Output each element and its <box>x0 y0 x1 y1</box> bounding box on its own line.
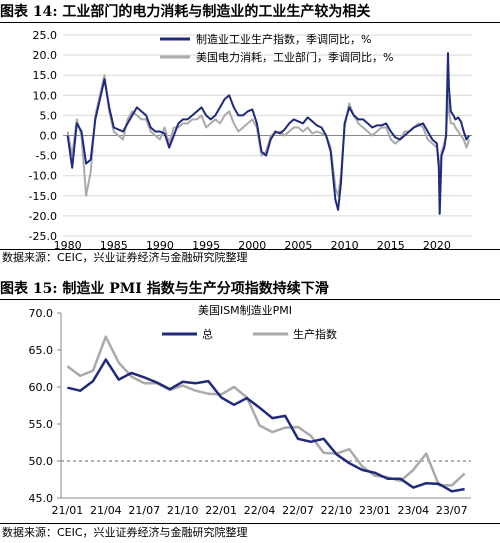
figure-2-line-chart: 美国ISM制造业PMI 70.0 65.0 60.0 55.0 50.0 45.0 21/… <box>29 303 471 517</box>
figure-1-legend: 制造业工业生产指数，季调同比，% 美国电力消耗，工业部门，季调同比，% <box>160 32 393 64</box>
figure-2-title: 图表 15: 制造业 PMI 指数与生产分项指数持续下滑 <box>0 281 329 297</box>
y-tick-label: -5.0 <box>36 150 57 163</box>
figure-1-x-axis-ticks: 1980 1985 1990 1995 2000 2005 2010 2015 2020 <box>54 239 451 250</box>
x-tick-label: 21/10 <box>167 504 199 517</box>
y-tick-label: 70.0 <box>29 307 54 320</box>
x-tick-label: 21/01 <box>52 504 84 517</box>
legend-label-industrial-electricity: 美国电力消耗，工业部门，季调同比，% <box>196 50 393 64</box>
y-tick-label: -15.0 <box>29 190 57 203</box>
figure-1-series-lines <box>66 52 471 215</box>
legend-item-manufacturing-ip: 制造业工业生产指数，季调同比，% <box>160 32 371 46</box>
y-tick-label: 5.0 <box>40 109 58 122</box>
figure-2-series-lines <box>66 335 466 493</box>
x-tick-label: 2010 <box>331 239 359 250</box>
figure-2-source-rule <box>0 523 500 524</box>
x-tick-label: 22/10 <box>321 504 353 517</box>
figure-2-chart-title: 美国ISM制造业PMI <box>198 303 292 317</box>
x-tick-label: 23/01 <box>359 504 391 517</box>
y-tick-label: 10.0 <box>33 89 58 102</box>
x-tick-label: 2020 <box>423 239 451 250</box>
figure-2-x-axis-ticks: 21/01 21/04 21/07 21/10 22/01 22/04 22/07 22/10… <box>52 504 468 517</box>
y-tick-label: 45.0 <box>29 492 54 505</box>
legend-item-production-index: 生产指数 <box>253 327 337 341</box>
figure-1-title-rule <box>0 22 500 23</box>
legend-label-production-index: 生产指数 <box>293 327 337 341</box>
figure-2-y-axis-ticks: 70.0 65.0 60.0 55.0 50.0 45.0 <box>29 307 61 505</box>
legend-item-pmi-total: 总 <box>162 327 213 341</box>
legend-label-manufacturing-ip: 制造业工业生产指数，季调同比，% <box>196 32 371 46</box>
figure-2-title-rule <box>0 299 500 300</box>
x-tick-label: 2000 <box>238 239 266 250</box>
y-tick-label: 65.0 <box>29 344 54 357</box>
figure-1-title: 图表 14: 工业部门的电力消耗与制造业的工业生产较为相关 <box>0 4 371 20</box>
x-tick-label: 1995 <box>192 239 220 250</box>
x-tick-label: 22/04 <box>244 504 276 517</box>
legend-item-industrial-electricity: 美国电力消耗，工业部门，季调同比，% <box>160 50 393 64</box>
x-tick-label: 23/04 <box>397 504 429 517</box>
figure-1-line-chart: 25.0 20.0 15.0 10.0 5.0 0.0 -5.0 -10.0 -15.0 -20.… <box>29 29 472 250</box>
series-line-production-index <box>66 335 466 487</box>
y-tick-label: 50.0 <box>29 455 54 468</box>
figure-1-y-axis-ticks: 25.0 20.0 15.0 10.0 5.0 0.0 -5.0 -10.0 -15.0 -20.… <box>29 29 57 243</box>
x-tick-label: 1980 <box>54 239 82 250</box>
y-tick-label: 60.0 <box>29 381 54 394</box>
x-tick-label: 1990 <box>146 239 174 250</box>
legend-label-pmi-total: 总 <box>202 327 213 341</box>
figure-2-source: 数据来源：CEIC，兴业证券经济与金融研究院整理 <box>2 526 248 539</box>
x-tick-label: 2015 <box>377 239 405 250</box>
figure-2-legend: 总 生产指数 <box>162 327 337 341</box>
x-tick-label: 21/04 <box>90 504 122 517</box>
y-tick-label: 15.0 <box>33 69 58 82</box>
y-tick-label: 55.0 <box>29 418 54 431</box>
figure-1-gridlines <box>63 34 472 237</box>
x-tick-label: 22/01 <box>205 504 237 517</box>
x-tick-label: 1985 <box>100 239 128 250</box>
x-tick-label: 22/07 <box>282 504 314 517</box>
series-line-industrial-electricity <box>66 74 471 197</box>
figure-1-source-rule <box>0 249 500 250</box>
x-tick-label: 2005 <box>284 239 312 250</box>
y-tick-label: -10.0 <box>29 170 57 183</box>
figure-1-source: 数据来源：CEIC，兴业证券经济与金融研究院整理 <box>2 251 248 264</box>
y-tick-label: 25.0 <box>33 29 58 42</box>
y-tick-label: -25.0 <box>29 230 57 243</box>
x-tick-label: 23/07 <box>436 504 468 517</box>
series-line-pmi-total <box>67 358 465 493</box>
y-tick-label: 20.0 <box>33 49 58 62</box>
figure-2-axes <box>60 313 471 499</box>
x-tick-label: 21/07 <box>128 504 160 517</box>
y-tick-label: -20.0 <box>29 210 57 223</box>
series-line-manufacturing-ip <box>66 52 471 215</box>
y-tick-label: 0.0 <box>40 130 58 143</box>
